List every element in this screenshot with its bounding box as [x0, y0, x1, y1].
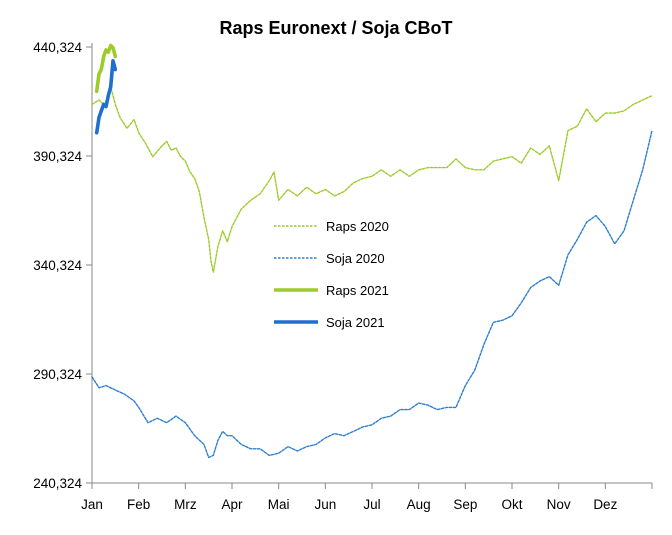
legend-label-raps-2020: Raps 2020 [326, 219, 389, 234]
x-tick-label: Jun [314, 497, 336, 512]
x-tick-label: Mai [268, 497, 290, 512]
axes: 440,324 390,324 340,324 290,324 240,324 Jan Fe… [33, 40, 653, 512]
x-tick-label: Jan [81, 497, 103, 512]
y-tick-label: 340,324 [33, 258, 82, 273]
x-tick-label: Feb [127, 497, 150, 512]
x-tick-label: Dez [593, 497, 617, 512]
x-tick-label: Aug [407, 497, 431, 512]
y-tick-label: 440,324 [33, 40, 82, 55]
series-line-soja-2021 [94, 58, 118, 135]
y-tick-label: 240,324 [33, 476, 82, 491]
chart-title: Raps Euronext / Soja CBoT [219, 18, 452, 38]
series-line-raps-2021 [94, 43, 118, 94]
series-layer [91, 43, 653, 459]
legend-label-raps-2021: Raps 2021 [326, 283, 389, 298]
y-tick-label: 390,324 [33, 149, 82, 164]
x-tick-label: Mrz [174, 497, 197, 512]
series-line-raps-2020 [91, 86, 653, 273]
x-tick-label: Apr [221, 497, 243, 512]
x-tick-label: Okt [501, 497, 522, 512]
x-tick-label: Jul [363, 497, 380, 512]
legend-label-soja-2021: Soja 2021 [326, 315, 385, 330]
legend-label-soja-2020: Soja 2020 [326, 251, 385, 266]
x-tick-label: Sep [453, 497, 477, 512]
legend: Raps 2020 Soja 2020 Raps 2021 Soja 2021 [274, 219, 389, 330]
y-tick-label: 290,324 [33, 367, 82, 382]
x-tick-label: Nov [547, 497, 571, 512]
series-line-soja-2020 [91, 129, 653, 459]
